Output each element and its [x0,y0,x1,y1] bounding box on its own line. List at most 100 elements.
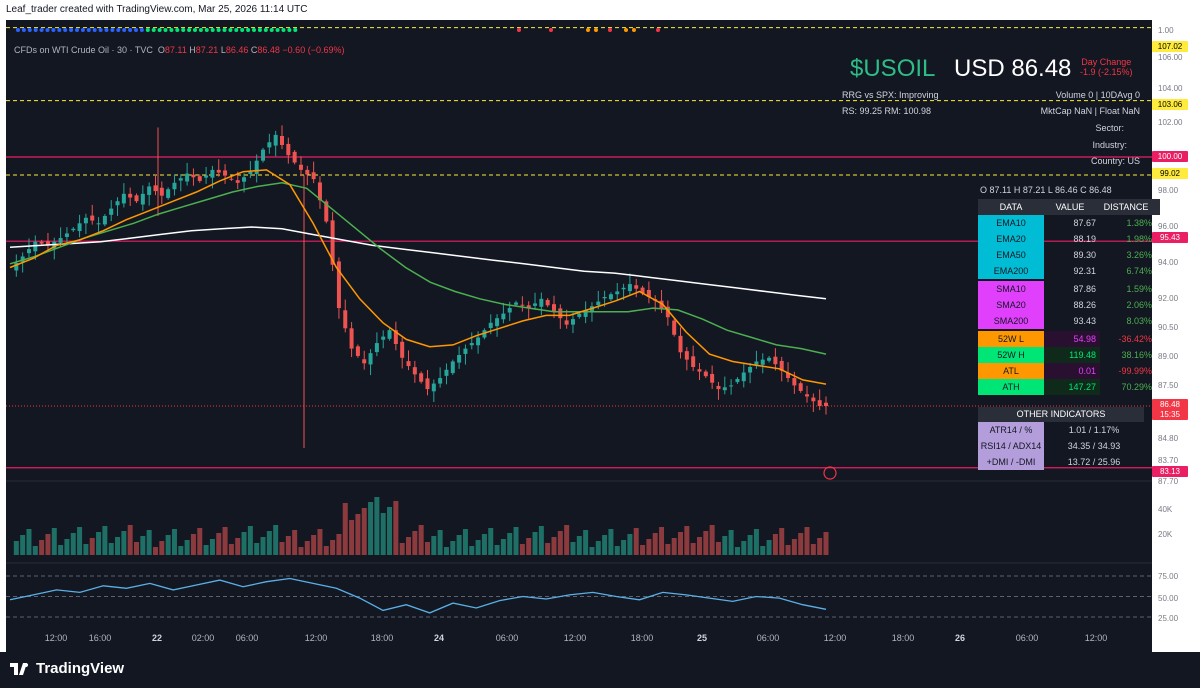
volume-bar [747,535,753,555]
candle-body [735,378,740,383]
signal-dot [57,28,62,32]
axis-tick: 90.50 [1158,323,1179,332]
signal-dot [517,28,521,32]
header-value: VALUE [1044,199,1100,215]
top-bar: Leaf_trader created with TradingView.com… [0,0,1200,20]
volume-bar [633,528,639,555]
volume-bar [545,543,551,555]
candle-body [697,369,702,372]
candle-body [147,186,152,195]
axis-tick: 106.00 [1158,53,1183,62]
symbol-legend: CFDs on WTI Crude Oil · 30 · TVC O87.11 … [14,45,344,55]
candle-body [45,241,50,246]
attribution-text: Leaf_trader created with TradingView.com… [6,4,308,15]
volume-bar [330,540,336,555]
candle-body [159,187,164,196]
signal-dot [98,28,103,32]
candle-body [419,373,424,382]
price-label-83: 83.13 [1152,466,1188,477]
legend-high: 87.21 [195,45,219,55]
volume-bar [608,529,614,555]
axis-tick: 25.00 [1158,614,1179,623]
chart-area[interactable] [6,20,1152,652]
signal-dot [234,28,239,32]
candle-body [621,287,626,290]
signal-dot [263,28,268,32]
volume-bar [513,527,519,555]
signal-dot [151,28,156,32]
x-tick: 16:00 [88,633,112,643]
signal-dot [181,28,186,32]
candle-body [330,220,335,265]
signal-dot [163,28,168,32]
candle-body [811,397,816,402]
candle-body [722,387,727,391]
candle-body [305,169,310,175]
volume-bar [570,542,576,555]
volume-bar [304,541,310,555]
x-tick: 18:00 [630,633,654,643]
signal-dot [193,28,197,32]
price-chart-svg[interactable] [6,20,1152,652]
signal-dot [39,28,44,32]
price-label-103: 103.06 [1152,99,1188,110]
day-change: Day Change -1.9 (-2.15%) [1080,57,1133,77]
axis-tick: 84.80 [1158,434,1179,443]
candle-body [659,300,664,309]
signal-dot [145,28,150,32]
industry-text: Industry: [1092,140,1127,150]
volume-bar [646,539,652,555]
candle-body [216,169,221,173]
rs-text: RS: 99.25 RM: 100.98 [842,106,932,116]
candle-body [779,360,784,371]
volume-bar [336,534,342,555]
signal-dot [33,28,38,32]
volume-bar [715,542,721,555]
candle-body [362,359,367,364]
x-tick: 02:00 [191,633,215,643]
volume-bar [184,540,190,555]
volume-bar [45,534,51,555]
candle-body [526,305,531,309]
volume-bar [266,531,272,555]
candle-body [552,304,556,312]
candle-body [273,134,278,146]
axis-tick: 89.00 [1158,352,1179,361]
day-change-value: -1.9 (-2.15%) [1080,67,1133,77]
tradingview-logo[interactable]: TradingView [10,660,124,677]
volume-bar [13,541,19,555]
signal-dot [549,28,553,32]
signal-dot [275,28,280,32]
volume-bar [678,532,684,555]
candle-body [33,241,38,252]
signal-dot [134,28,138,32]
x-tick: 12:00 [44,633,68,643]
axis-tick: 75.00 [1158,572,1179,581]
candle-body [298,164,303,170]
volume-bar [475,540,481,555]
volume-bar [614,546,620,555]
volume-bar [64,539,70,555]
volume-bar [39,540,45,555]
x-tick: 25 [696,633,708,643]
volume-bar [285,536,291,555]
candle-body [444,369,449,376]
volume-bar [671,538,677,555]
candle-body [109,208,114,215]
volume-bar [734,547,740,555]
candle-body [665,306,670,318]
ath-distance: 70.29% [1121,382,1152,392]
candle-body [533,303,538,306]
candle-body [235,180,240,183]
candle-body [368,353,373,365]
ema10-label: EMA10 [978,215,1044,231]
candle-body [558,308,563,319]
candle-body [634,285,639,289]
atl-value: 0.01 [1044,363,1100,379]
candle-body [387,330,392,339]
candle-body [596,301,601,306]
axis-tick: 87.70 [1158,477,1179,486]
table-row: +DMI / -DMI 13.72 / 25.96 [978,454,1144,470]
candle-body [741,372,746,382]
candle-body [615,291,620,295]
